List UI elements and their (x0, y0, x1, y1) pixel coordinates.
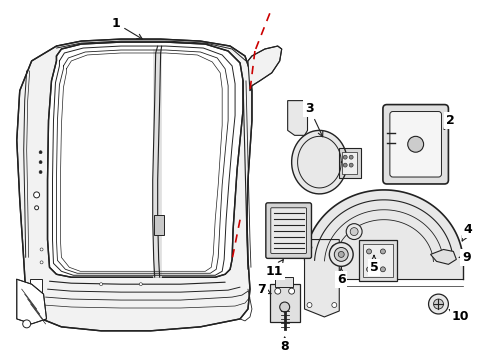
Circle shape (288, 288, 294, 294)
Circle shape (306, 302, 311, 307)
Circle shape (346, 224, 361, 239)
Circle shape (274, 288, 280, 294)
Circle shape (349, 228, 357, 235)
Text: 5: 5 (369, 256, 378, 274)
Circle shape (22, 320, 31, 328)
Circle shape (39, 161, 42, 164)
Text: 11: 11 (265, 260, 283, 278)
Circle shape (343, 163, 346, 167)
Polygon shape (47, 42, 243, 277)
Bar (339, 148, 360, 178)
Circle shape (338, 251, 344, 257)
Circle shape (343, 155, 346, 159)
Circle shape (33, 301, 44, 313)
Circle shape (366, 249, 371, 254)
Polygon shape (247, 46, 281, 91)
Text: 8: 8 (280, 337, 288, 353)
Bar (269, 284, 299, 322)
Circle shape (40, 261, 43, 264)
Bar (153, 215, 163, 235)
Circle shape (100, 283, 102, 286)
Polygon shape (304, 190, 462, 279)
Polygon shape (152, 49, 161, 277)
Polygon shape (429, 249, 455, 264)
FancyBboxPatch shape (382, 105, 447, 184)
Text: 6: 6 (336, 268, 345, 286)
Bar (30, 279, 41, 293)
Circle shape (427, 294, 447, 314)
Circle shape (34, 192, 40, 198)
Circle shape (328, 243, 352, 266)
Circle shape (334, 247, 347, 261)
Text: 4: 4 (461, 223, 472, 241)
Bar (362, 243, 392, 277)
FancyBboxPatch shape (265, 203, 311, 258)
Text: 9: 9 (459, 251, 469, 264)
Text: 2: 2 (443, 114, 454, 130)
Circle shape (433, 299, 443, 309)
Circle shape (407, 136, 423, 152)
Polygon shape (287, 100, 307, 135)
Circle shape (39, 151, 42, 154)
Circle shape (39, 171, 42, 174)
Polygon shape (304, 239, 339, 317)
Circle shape (348, 155, 352, 159)
Circle shape (348, 163, 352, 167)
Bar (342, 152, 356, 174)
FancyBboxPatch shape (270, 208, 306, 253)
Circle shape (331, 245, 336, 250)
Polygon shape (17, 39, 251, 331)
Circle shape (40, 248, 43, 251)
Circle shape (331, 302, 336, 307)
Text: 3: 3 (305, 102, 322, 137)
Bar (358, 239, 396, 281)
Circle shape (35, 206, 39, 210)
Circle shape (139, 283, 142, 286)
Circle shape (279, 302, 289, 312)
Circle shape (380, 249, 385, 254)
FancyBboxPatch shape (389, 112, 441, 177)
Text: 10: 10 (448, 310, 468, 323)
Text: 1: 1 (111, 17, 142, 39)
Circle shape (306, 245, 311, 250)
Bar (274, 277, 292, 287)
Circle shape (380, 267, 385, 272)
Polygon shape (17, 279, 46, 324)
Polygon shape (291, 130, 346, 194)
Text: 7: 7 (257, 283, 270, 296)
Circle shape (366, 267, 371, 272)
